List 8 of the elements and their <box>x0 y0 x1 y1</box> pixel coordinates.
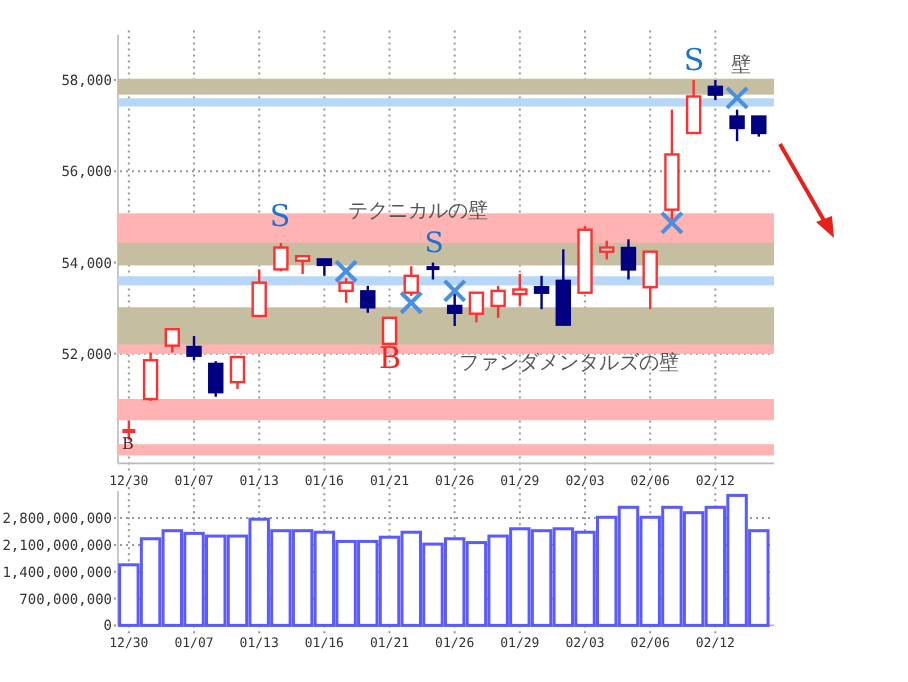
annotation: B <box>122 435 135 453</box>
annotation: S <box>424 228 444 260</box>
annotation: S <box>683 42 705 78</box>
band-label: 壁 <box>731 52 752 77</box>
annotation: S <box>269 198 291 234</box>
band-label: テクニカルの壁 <box>347 198 488 223</box>
band-label: ファンダメンタルズの壁 <box>459 350 680 375</box>
annotation: B <box>378 340 402 376</box>
